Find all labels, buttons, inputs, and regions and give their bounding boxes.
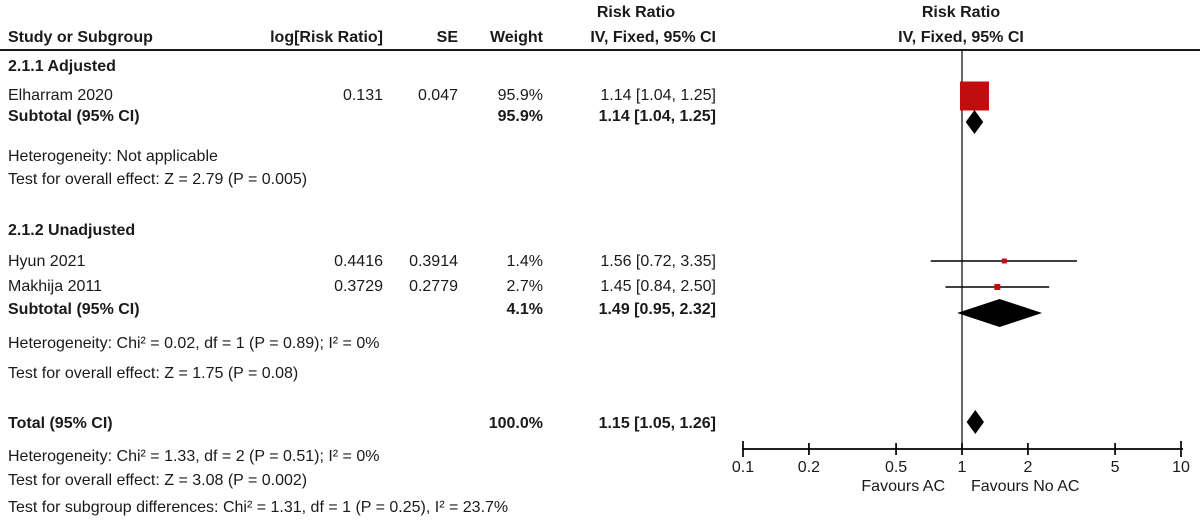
stats-note-row: Heterogeneity: Chi² = 1.33, df = 2 (P = … <box>0 446 1200 468</box>
stats-note-row: Heterogeneity: Not applicable <box>0 146 1200 168</box>
effect-column-title: Risk Ratio <box>596 4 676 21</box>
summary-label: Total (95% CI) <box>8 415 113 432</box>
subgroup-label: 2.1.1 Adjusted <box>8 58 116 75</box>
summary-diamond <box>965 110 984 134</box>
summary-diamond <box>966 410 984 434</box>
ci-column-header: IV, Fixed, 95% CI <box>590 29 716 46</box>
weight-value: 95.9% <box>497 108 543 125</box>
stats-note: Test for overall effect: Z = 3.08 (P = 0… <box>8 472 308 489</box>
ci-text-value: 1.15 [1.05, 1.26] <box>598 415 716 432</box>
study-row: Elharram 2020 0.131 0.047 95.9% 1.14 [1.04, … <box>0 85 1200 107</box>
axis-tick-label: 1 <box>958 459 967 476</box>
study-marker-square <box>994 284 1001 290</box>
stats-note-row: Heterogeneity: Chi² = 0.02, df = 1 (P = … <box>0 333 1200 355</box>
favours-right-label: Favours No AC <box>971 478 1080 495</box>
study-row: Hyun 2021 0.4416 0.3914 1.4% 1.56 [0.72, 3.3… <box>0 251 1200 273</box>
summary-row: Subtotal (95% CI) 95.9% 1.14 [1.04, 1.25] <box>0 106 1200 128</box>
stats-note: Test for subgroup differences: Chi² = 1.… <box>8 499 509 516</box>
axis-tick-label: 2 <box>1023 459 1032 476</box>
study-name: Makhija 2011 <box>8 278 102 295</box>
subgroup-label: 2.1.2 Unadjusted <box>8 222 136 239</box>
axis-tick-label: 5 <box>1111 459 1120 476</box>
logrr-column-header: log[Risk Ratio] <box>270 29 383 46</box>
stats-note-row: Test for overall effect: Z = 1.75 (P = 0… <box>0 363 1200 385</box>
weight-value: 4.1% <box>506 301 543 318</box>
study-name: Hyun 2021 <box>8 253 86 270</box>
se-column-header: SE <box>436 29 458 46</box>
weight-value: 100.0% <box>488 415 543 432</box>
se-value: 0.3914 <box>409 253 458 270</box>
log-risk-ratio-value: 0.3729 <box>334 278 383 295</box>
summary-row: Total (95% CI) 100.0% 1.15 [1.05, 1.26] <box>0 413 1200 435</box>
stats-note-row: Test for subgroup differences: Chi² = 1.… <box>0 497 1200 519</box>
log-risk-ratio-value: 0.4416 <box>334 253 383 270</box>
subgroup-heading-row: 2.1.1 Adjusted <box>0 56 1200 78</box>
plot-subtitle: IV, Fixed, 95% CI <box>898 29 1024 46</box>
summary-label: Subtotal (95% CI) <box>8 301 140 318</box>
summary-diamond <box>957 299 1043 327</box>
stats-note-row: Test for overall effect: Z = 2.79 (P = 0… <box>0 169 1200 191</box>
se-value: 0.047 <box>417 87 458 104</box>
subgroup-heading-row: 2.1.2 Unadjusted <box>0 220 1200 242</box>
study-marker-square <box>959 81 989 111</box>
se-value: 0.2779 <box>409 278 458 295</box>
ci-text-value: 1.45 [0.84, 2.50] <box>600 278 716 295</box>
summary-label: Subtotal (95% CI) <box>8 108 140 125</box>
ci-text-value: 1.14 [1.04, 1.25] <box>598 108 716 125</box>
stats-note: Heterogeneity: Chi² = 1.33, df = 2 (P = … <box>8 448 380 465</box>
summary-row: Subtotal (95% CI) 4.1% 1.49 [0.95, 2.32] <box>0 299 1200 321</box>
study-column-header: Study or Subgroup <box>8 29 153 46</box>
axis-tick-label: 0.2 <box>798 459 820 476</box>
weight-column-header: Weight <box>489 29 543 46</box>
study-name: Elharram 2020 <box>8 87 113 104</box>
header-divider <box>0 49 1200 51</box>
stats-note: Test for overall effect: Z = 2.79 (P = 0… <box>8 171 308 188</box>
ci-text-value: 1.14 [1.04, 1.25] <box>600 87 716 104</box>
plot-title: Risk Ratio <box>921 4 1001 21</box>
stats-note-row: Test for overall effect: Z = 3.08 (P = 0… <box>0 470 1200 492</box>
ci-text-value: 1.49 [0.95, 2.32] <box>598 301 716 318</box>
stats-note: Heterogeneity: Not applicable <box>8 148 218 165</box>
weight-value: 2.7% <box>506 278 543 295</box>
axis-tick-label: 0.1 <box>732 459 754 476</box>
log-risk-ratio-value: 0.131 <box>342 87 383 104</box>
study-marker-square <box>1001 258 1007 264</box>
ci-text-value: 1.56 [0.72, 3.35] <box>600 253 716 270</box>
axis-tick-label: 10 <box>1172 459 1190 476</box>
stats-note: Heterogeneity: Chi² = 0.02, df = 1 (P = … <box>8 335 380 352</box>
study-row: Makhija 2011 0.3729 0.2779 2.7% 1.45 [0.84, … <box>0 276 1200 298</box>
weight-value: 95.9% <box>497 87 543 104</box>
stats-note: Test for overall effect: Z = 1.75 (P = 0… <box>8 365 299 382</box>
weight-value: 1.4% <box>506 253 543 270</box>
favours-left-label: Favours AC <box>861 478 945 495</box>
axis-tick-label: 0.5 <box>885 459 907 476</box>
